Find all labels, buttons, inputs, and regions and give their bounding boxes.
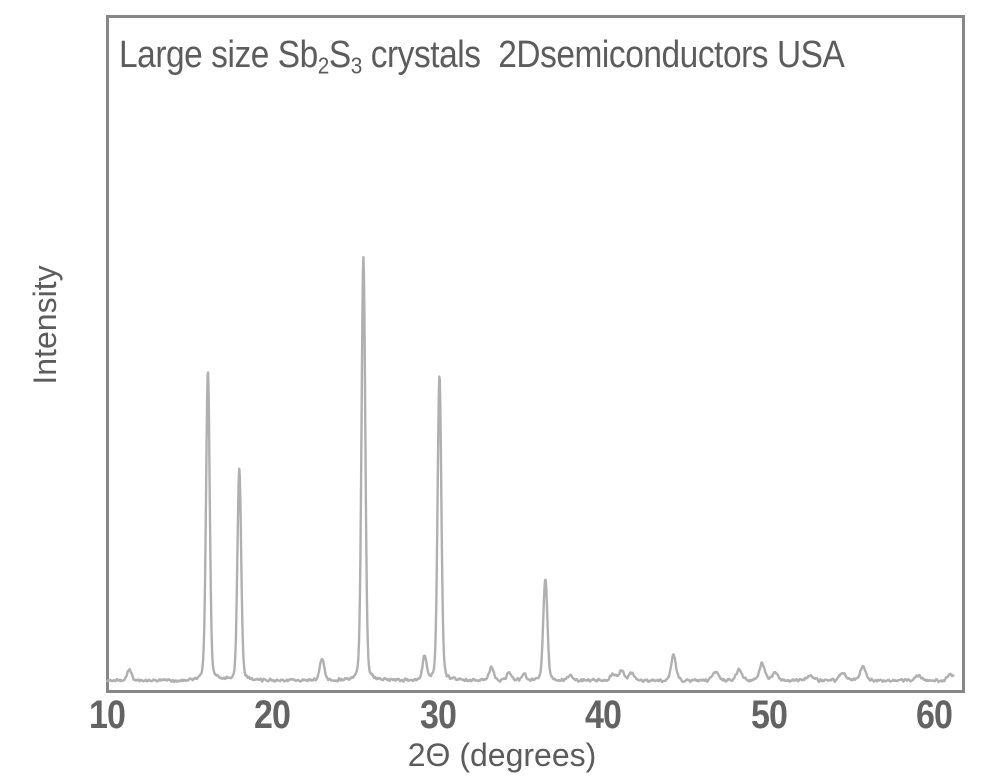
x-axis-label: 2Θ (degrees) (407, 737, 597, 773)
y-axis-label: Intensity (27, 265, 63, 385)
x-tick-label: 50 (750, 693, 788, 737)
chart-title: Large size Sb2S3 crystals 2Dsemiconducto… (119, 34, 845, 77)
chart-title-subscript: 2 (317, 52, 330, 79)
x-tick-label: 60 (915, 693, 953, 737)
plot-frame (106, 15, 965, 693)
chart-title-part: S (328, 34, 351, 76)
x-tick-label: 20 (253, 693, 291, 737)
chart-title-subscript: 3 (350, 52, 363, 79)
x-tick-label: 30 (419, 693, 457, 737)
chart-title-part: crystals 2Dsemiconductors USA (361, 34, 845, 76)
xrd-trace (106, 256, 955, 684)
x-tick-label: 10 (88, 693, 126, 737)
x-tick-label: 40 (584, 693, 622, 737)
chart-title-part: Large size Sb (119, 34, 318, 76)
